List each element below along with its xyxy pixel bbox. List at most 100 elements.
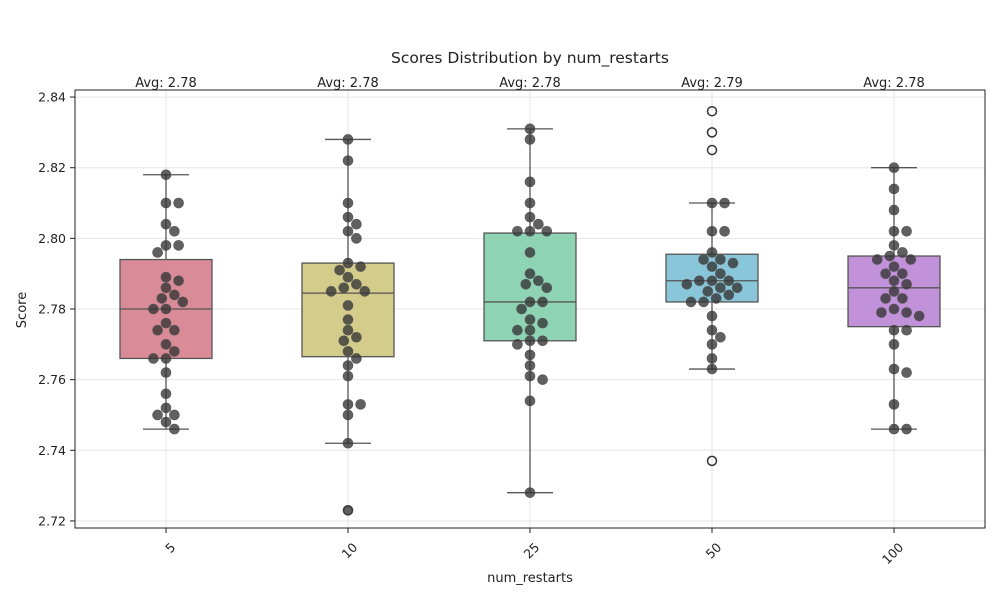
data-point <box>160 388 172 400</box>
data-point <box>325 286 337 297</box>
data-point <box>351 218 362 230</box>
y-tick-label: 2.80 <box>38 231 66 246</box>
data-point <box>524 349 536 361</box>
data-point <box>512 225 523 237</box>
x-tick-label: 25 <box>520 540 542 562</box>
data-point <box>351 331 362 343</box>
data-point <box>342 134 354 145</box>
data-point <box>342 225 354 237</box>
data-point <box>524 296 536 308</box>
data-point <box>880 268 891 279</box>
data-point <box>706 310 718 322</box>
data-point <box>169 225 180 237</box>
data-point <box>524 360 536 371</box>
data-point <box>160 271 172 283</box>
data-point <box>715 268 726 279</box>
data-point <box>694 275 705 287</box>
data-point <box>888 363 900 375</box>
data-point <box>888 204 900 216</box>
data-point <box>342 370 354 382</box>
data-point <box>698 296 709 308</box>
data-point <box>706 339 718 350</box>
y-tick-label: 2.74 <box>38 443 66 458</box>
data-point <box>338 282 350 294</box>
data-point <box>524 211 536 223</box>
data-point <box>706 225 718 237</box>
data-point <box>901 307 912 318</box>
data-point <box>169 423 180 435</box>
data-point <box>524 176 536 188</box>
data-point <box>706 324 718 336</box>
data-point <box>698 254 709 265</box>
data-point <box>888 339 900 350</box>
data-point <box>169 324 180 336</box>
data-point <box>160 353 172 364</box>
data-point <box>537 374 548 385</box>
data-point <box>524 314 536 325</box>
data-point <box>723 275 735 287</box>
data-point <box>169 289 180 301</box>
data-point <box>685 296 697 308</box>
data-point <box>888 423 900 435</box>
data-point <box>160 416 172 428</box>
data-point <box>160 197 172 209</box>
data-point <box>342 271 354 283</box>
data-point <box>342 257 354 269</box>
avg-label: Avg: 2.78 <box>135 76 197 91</box>
data-point <box>160 218 172 230</box>
data-point <box>342 360 354 371</box>
data-point <box>541 282 553 294</box>
y-axis-label: Score <box>15 292 30 328</box>
x-tick-label: 10 <box>338 540 360 562</box>
data-point <box>173 197 184 209</box>
data-point <box>888 303 900 315</box>
data-point <box>524 370 536 382</box>
data-point <box>160 303 172 315</box>
data-point <box>524 247 536 258</box>
data-point <box>897 293 908 304</box>
data-point <box>897 268 908 279</box>
avg-label: Avg: 2.78 <box>499 76 561 91</box>
data-point <box>876 307 887 318</box>
data-point <box>160 240 172 251</box>
outlier-marker <box>706 105 718 117</box>
data-point <box>342 314 354 325</box>
data-point <box>351 353 362 364</box>
data-point <box>152 324 163 336</box>
data-point <box>710 293 722 304</box>
data-point <box>342 346 354 357</box>
data-point <box>342 155 354 166</box>
data-point <box>524 395 536 407</box>
data-point <box>160 317 172 329</box>
data-point <box>148 353 159 364</box>
data-point <box>706 197 718 209</box>
data-point <box>880 293 891 304</box>
data-point <box>888 399 900 410</box>
data-point <box>355 261 366 272</box>
data-point <box>719 197 730 209</box>
chart-title: Scores Distribution by num_restarts <box>391 49 669 68</box>
data-point <box>537 317 548 329</box>
data-point <box>173 275 184 287</box>
data-point <box>888 162 900 174</box>
data-point <box>169 409 180 421</box>
x-axis-label: num_restarts <box>487 571 573 586</box>
data-point <box>524 197 536 209</box>
data-point <box>715 254 726 265</box>
data-point <box>533 218 544 230</box>
data-point <box>706 363 718 375</box>
avg-label: Avg: 2.78 <box>863 76 925 91</box>
data-point <box>702 286 714 297</box>
data-point <box>524 487 536 498</box>
data-point <box>524 335 536 347</box>
data-point <box>888 286 900 297</box>
data-point <box>516 303 527 315</box>
data-point <box>160 367 172 378</box>
data-point <box>152 409 163 421</box>
data-point <box>342 197 354 209</box>
avg-label: Avg: 2.79 <box>681 76 743 91</box>
data-point <box>884 250 896 262</box>
data-point <box>342 211 354 223</box>
data-point <box>342 399 354 410</box>
